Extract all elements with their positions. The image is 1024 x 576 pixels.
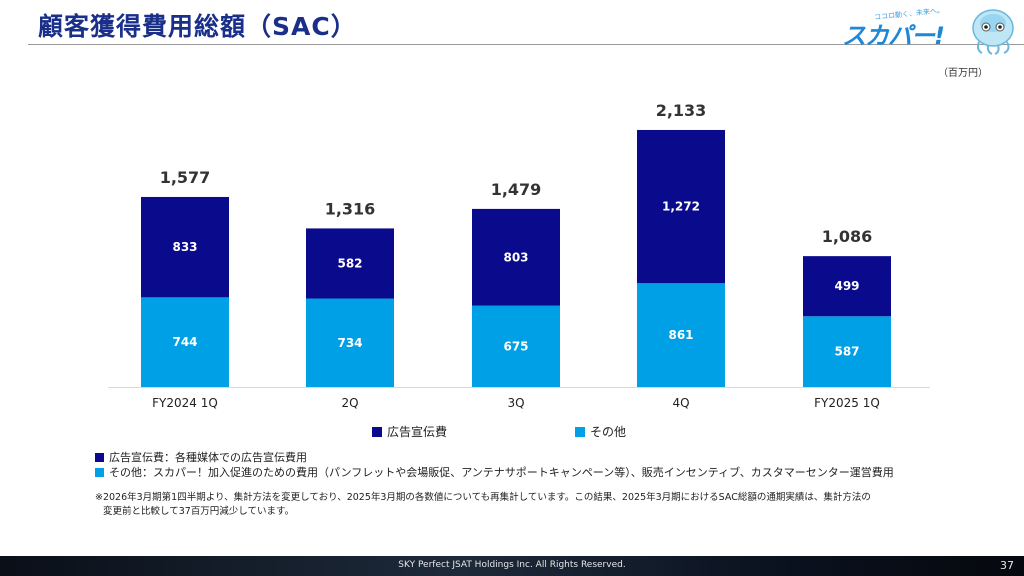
legend-label-other: その他: [590, 425, 627, 439]
note-swatch-ad: [95, 453, 104, 462]
bar-ad: [803, 256, 891, 317]
copyright-text: SKY Perfect JSAT Holdings Inc. All Right…: [398, 560, 626, 570]
note-ad: 広告宣伝費：各種媒体での広告宣伝費用: [109, 451, 307, 464]
unit-label: （百万円）: [938, 68, 988, 79]
total-label: 1,086: [822, 227, 873, 246]
x-tick-label: FY2025 1Q: [814, 396, 880, 410]
data-label-ad: 1,272: [662, 200, 700, 214]
data-label-other: 744: [172, 335, 197, 349]
note-other: その他：スカパー！加入促進のための費用（パンフレットや会場販促、アンテナサポート…: [109, 466, 894, 479]
data-label-ad: 803: [503, 250, 528, 264]
total-label: 1,316: [325, 199, 376, 218]
legend-item-other: その他: [575, 423, 626, 440]
page-title: 顧客獲得費用総額（SAC）: [38, 12, 357, 41]
title-divider: [28, 44, 1024, 45]
data-label-other: 587: [834, 345, 859, 359]
total-label: 1,577: [160, 168, 211, 187]
data-label-ad: 499: [834, 279, 859, 293]
bar-other: [637, 283, 725, 387]
total-label: 2,133: [656, 101, 707, 120]
footnote-line-1: ※2026年3月期第1四半期より、集計方法を変更しており、2025年3月期の各数…: [95, 492, 871, 503]
mascot-icon: [972, 9, 1014, 55]
data-label-other: 675: [503, 339, 528, 353]
page-number: 37: [1000, 559, 1014, 572]
data-label-ad: 833: [172, 240, 197, 254]
bar-other: [306, 298, 394, 387]
bar-ad: [637, 129, 725, 284]
sac-bar-chart: 744 833 1,577 FY2024 1Q 734 582 1,316 2Q 675 803 1…: [108, 101, 930, 410]
bar-other: [141, 297, 229, 387]
legend-label-ad: 広告宣伝費: [387, 425, 448, 439]
footer-bar: SKY Perfect JSAT Holdings Inc. All Right…: [0, 556, 1024, 576]
footnote: ※2026年3月期第1四半期より、集計方法を変更しており、2025年3月期の各数…: [95, 491, 975, 519]
data-label-other: 861: [668, 328, 693, 342]
x-tick-label: FY2024 1Q: [152, 396, 218, 410]
bar-other: [472, 305, 560, 387]
legend-swatch-other: [575, 426, 585, 437]
x-tick-label: 4Q: [672, 396, 689, 410]
bar-ad: [306, 228, 394, 299]
data-label-ad: 582: [337, 256, 362, 270]
x-tick-label: 3Q: [507, 396, 524, 410]
bar-ad: [141, 196, 229, 298]
definition-notes: 広告宣伝費：各種媒体での広告宣伝費用 その他：スカパー！加入促進のための費用（パ…: [95, 450, 894, 480]
total-label: 1,479: [491, 180, 542, 199]
legend-swatch-ad: [372, 426, 382, 437]
bar-other: [803, 316, 891, 387]
brand-logo: ココロ動く、未来へ。 スカパー!: [830, 4, 1020, 60]
note-swatch-other: [95, 468, 104, 477]
x-tick-label: 2Q: [341, 396, 358, 410]
logo-wordmark: スカパー!: [842, 22, 945, 50]
data-label-other: 734: [337, 336, 362, 350]
footnote-line-2: 変更前と比較して37百万円減少しています。: [103, 506, 295, 517]
bar-ad: [472, 208, 560, 306]
legend-item-ad: 広告宣伝費: [372, 423, 447, 440]
